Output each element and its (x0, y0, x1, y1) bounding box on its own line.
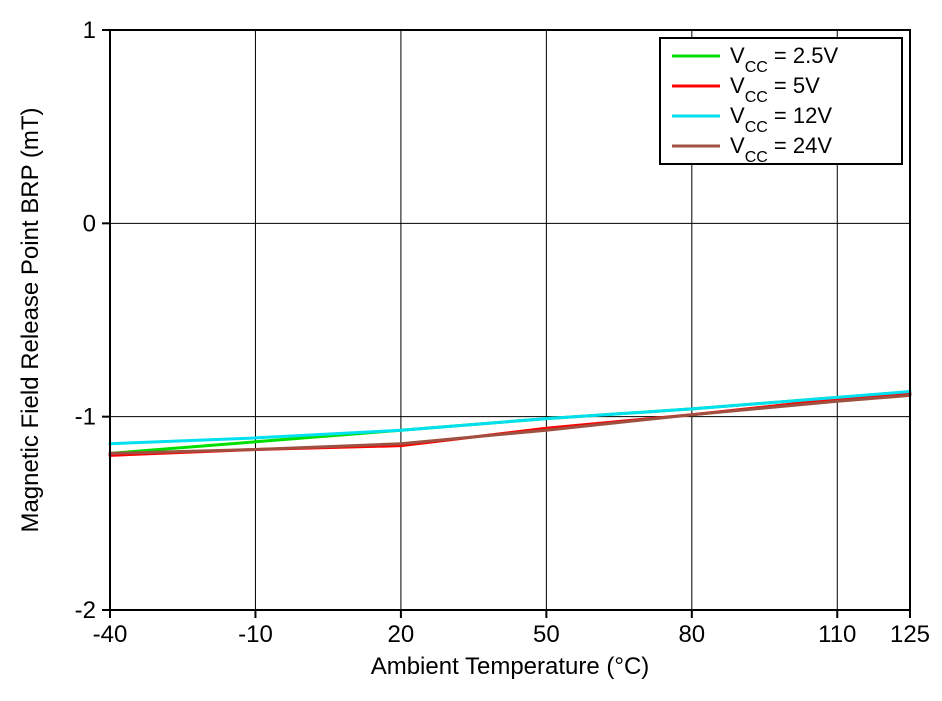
x-tick-label: 110 (818, 621, 856, 648)
line-chart: -40-10205080110125-2-101Ambient Temperat… (0, 0, 942, 701)
y-tick-label: 1 (83, 17, 96, 44)
y-tick-label: -1 (75, 404, 96, 431)
y-tick-label: -2 (75, 597, 96, 624)
chart-container: -40-10205080110125-2-101Ambient Temperat… (0, 0, 942, 701)
x-tick-label: -10 (238, 621, 273, 648)
legend: VCC = 2.5VVCC = 5VVCC = 12VVCC = 24V (660, 38, 902, 166)
x-tick-label: 50 (533, 621, 560, 648)
y-axis-label: Magnetic Field Release Point BRP (mT) (17, 107, 44, 532)
x-tick-label: 20 (388, 621, 415, 648)
x-tick-label: -40 (93, 621, 128, 648)
x-tick-label: 80 (678, 621, 705, 648)
x-tick-label: 125 (890, 621, 930, 648)
x-axis-label: Ambient Temperature (°C) (371, 653, 650, 680)
y-tick-label: 0 (83, 210, 96, 237)
